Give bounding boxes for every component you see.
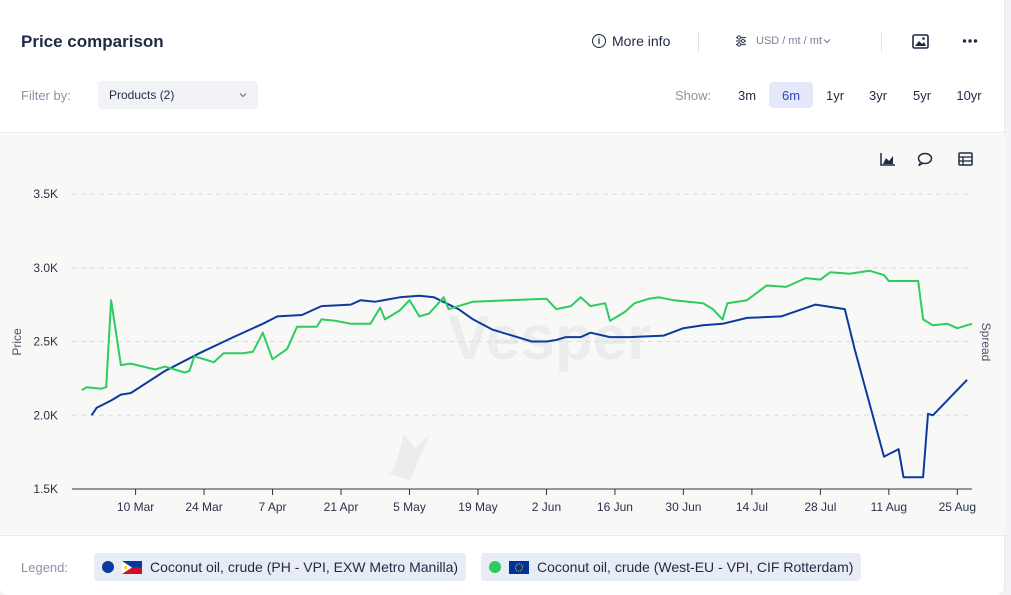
image-icon	[911, 33, 929, 49]
x-tick-label: 24 Mar	[185, 500, 222, 514]
more-info-label: More info	[612, 33, 671, 49]
legend-item-ph[interactable]: Coconut oil, crude (PH - VPI, EXW Metro …	[94, 553, 467, 581]
philippines-flag-icon	[122, 560, 142, 574]
card-header: Price comparison i More info USD / mt / …	[0, 0, 1005, 133]
unit-selector[interactable]: USD / mt / mt	[734, 34, 832, 48]
x-tick-label: 16 Jun	[597, 500, 633, 514]
series-color-dot	[102, 561, 114, 573]
info-icon: i	[592, 34, 606, 48]
y-tick-label: 1.5K	[33, 482, 58, 496]
chart-area	[0, 134, 1005, 534]
image-export-button[interactable]	[909, 31, 931, 51]
annotations-toggle[interactable]	[917, 152, 933, 166]
more-options-button[interactable]	[958, 31, 982, 51]
area-chart-icon	[880, 153, 895, 166]
range-button-3yr[interactable]: 3yr	[868, 87, 888, 103]
y-tick-label: 3.0K	[33, 261, 58, 275]
range-button-1yr[interactable]: 1yr	[825, 87, 845, 103]
more-info-button[interactable]: i More info	[592, 33, 670, 49]
y-tick-label: 3.5K	[33, 187, 58, 201]
x-tick-label: 19 May	[458, 500, 497, 514]
legend-bar: Legend: Coconut oil, crude (PH - VPI, EX…	[0, 535, 1005, 595]
chevron-down-icon	[239, 93, 247, 98]
watermark-logo	[388, 434, 430, 480]
x-tick-label: 21 Apr	[324, 500, 359, 514]
area-chart-toggle[interactable]	[880, 152, 896, 166]
price-line-chart: Vesper 1.5K2.0K2.5K3.0K3.5K 10 Mar 24 Mar…	[10, 187, 993, 514]
range-button-5yr[interactable]: 5yr	[912, 87, 932, 103]
sliders-icon	[736, 35, 746, 47]
ellipsis-icon	[962, 39, 978, 43]
x-tick-label: 7 Apr	[259, 500, 287, 514]
x-tick-label: 2 Jun	[532, 500, 561, 514]
x-tick-label: 11 Aug	[871, 500, 907, 514]
page-title: Price comparison	[21, 32, 164, 51]
x-tick-label: 5 May	[393, 500, 426, 514]
eu-flag-icon	[509, 560, 529, 574]
y-tick-label: 2.5K	[33, 335, 58, 349]
y2-axis-label: Spread	[979, 323, 993, 362]
table-icon	[958, 152, 973, 166]
chevron-down-icon	[823, 39, 831, 44]
x-tick-label: 30 Jun	[665, 500, 701, 514]
y-axis-label: Price	[10, 328, 24, 356]
series-line-ph	[90, 294, 968, 479]
filter-label: Filter by:	[21, 88, 71, 103]
products-filter-value: Products (2)	[109, 88, 175, 102]
x-tick-label: 10 Mar	[117, 500, 154, 514]
range-button-3m[interactable]: 3m	[737, 87, 757, 103]
range-button-10yr[interactable]: 10yr	[956, 87, 982, 103]
comment-icon	[917, 152, 933, 166]
legend-label: Legend:	[21, 560, 68, 575]
legend-item-label: Coconut oil, crude (PH - VPI, EXW Metro …	[150, 559, 459, 575]
legend-item-label: Coconut oil, crude (West-EU - VPI, CIF R…	[537, 559, 854, 575]
x-tick-label: 25 Aug	[939, 500, 976, 514]
y-tick-label: 2.0K	[33, 408, 58, 422]
products-filter-select[interactable]: Products (2)	[98, 81, 258, 109]
series-color-dot	[489, 561, 501, 573]
series-line-eu	[81, 269, 973, 392]
data-table-toggle[interactable]	[958, 152, 973, 166]
legend-item-eu[interactable]: Coconut oil, crude (West-EU - VPI, CIF R…	[481, 553, 862, 581]
header-divider	[698, 32, 699, 52]
range-button-6m[interactable]: 6m	[769, 82, 813, 108]
x-tick-label: 14 Jul	[736, 500, 768, 514]
header-divider	[881, 32, 882, 52]
show-label: Show:	[675, 88, 712, 103]
x-tick-label: 28 Jul	[804, 500, 836, 514]
unit-label: USD / mt / mt	[756, 35, 822, 47]
